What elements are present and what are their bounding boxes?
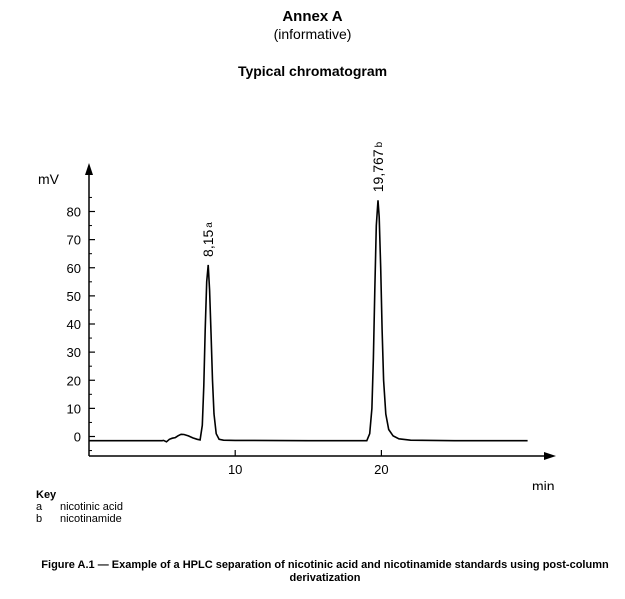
annex-subtitle: (informative): [273, 26, 352, 42]
peak-marker: a: [204, 222, 215, 228]
key-letter: b: [36, 513, 43, 525]
peak-label: 8,15a: [200, 222, 216, 257]
y-tick-label: 10: [67, 401, 81, 416]
y-tick-label: 80: [67, 205, 81, 220]
axis-ticks: 0 10 20 30 40 50 60 70 80 10 20: [67, 196, 389, 477]
y-tick-label: 0: [74, 430, 81, 445]
peak-labels: 8,15a 19,767 b: [200, 141, 386, 257]
key-item-a: a nicotinic acid: [36, 501, 123, 513]
y-tick-label: 40: [67, 317, 81, 332]
chromatogram-chart: mV min 0 10 20 30 40 50 60 70 80 10 20 8,15a 19,767…: [38, 141, 556, 490]
x-tick-label: 10: [228, 462, 242, 477]
key-letter: a: [36, 501, 43, 513]
y-tick-label: 20: [67, 373, 81, 388]
x-tick-label: 20: [374, 462, 388, 477]
key-text: nicotinic acid: [60, 501, 123, 513]
key-item-b: b nicotinamide: [36, 513, 123, 525]
chromatogram-trace: [89, 200, 528, 443]
annex-title: Annex A: [282, 8, 343, 25]
peak-marker: b: [374, 141, 385, 147]
x-axis-label: min: [532, 478, 555, 490]
key-legend: Key a nicotinic acid b nicotinamide: [36, 489, 123, 525]
peak-label: 19,767 b: [370, 141, 386, 192]
peak-time: 8,15: [200, 229, 216, 256]
chart-heading: Typical chromatogram: [237, 63, 388, 79]
y-axis-label: mV: [38, 171, 60, 187]
y-tick-label: 50: [67, 289, 81, 304]
y-tick-label: 30: [67, 345, 81, 360]
x-axis-arrow: [544, 452, 556, 460]
key-title: Key: [36, 489, 57, 501]
key-text: nicotinamide: [60, 513, 122, 525]
figure-caption: Figure A.1 — Example of a HPLC separatio…: [41, 559, 609, 584]
y-tick-label: 60: [67, 261, 81, 276]
y-tick-label: 70: [67, 233, 81, 248]
y-axis-arrow: [85, 163, 93, 175]
peak-time: 19,767: [370, 149, 386, 192]
